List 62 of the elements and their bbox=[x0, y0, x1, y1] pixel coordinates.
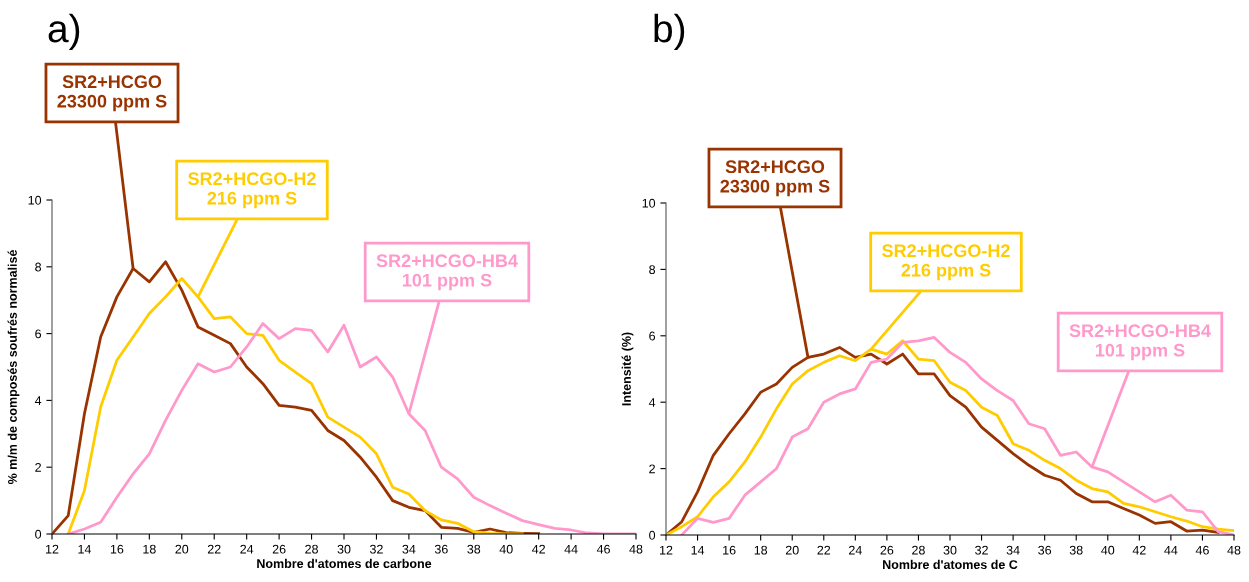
x-tick-label: 30 bbox=[943, 545, 957, 555]
chart-title: b) bbox=[654, 13, 685, 51]
x-tick-label: 20 bbox=[785, 545, 799, 555]
x-axis-title: Nombre d'atomes de carbone bbox=[257, 558, 432, 569]
y-tick-label: 6 bbox=[649, 331, 656, 341]
x-tick-label: 26 bbox=[272, 544, 286, 554]
x-tick-label: 14 bbox=[78, 544, 92, 554]
x-tick-label: 36 bbox=[1038, 545, 1052, 555]
y-tick-label: 8 bbox=[649, 265, 656, 275]
x-tick-label: 18 bbox=[143, 544, 156, 554]
x-tick-label: 32 bbox=[369, 544, 383, 554]
x-tick-label: 20 bbox=[175, 544, 189, 554]
y-tick-label: 4 bbox=[34, 396, 42, 405]
x-tick-label: 28 bbox=[912, 545, 925, 555]
x-tick-label: 22 bbox=[207, 544, 221, 554]
x-tick-label: 12 bbox=[660, 545, 673, 555]
x-tick-label: 46 bbox=[596, 544, 610, 554]
text: SR2+HCGO 23300 ppm S bbox=[57, 75, 167, 112]
x-tick-label: 38 bbox=[1069, 545, 1083, 555]
x-tick-label: 26 bbox=[880, 545, 894, 555]
x-tick-label: 30 bbox=[337, 544, 351, 554]
x-tick-label: 16 bbox=[110, 544, 124, 554]
x-tick-label: 32 bbox=[975, 545, 988, 555]
x-tick-label: 40 bbox=[499, 544, 513, 554]
x-tick-label: 46 bbox=[1195, 545, 1209, 555]
y-axis-title: % m/m de composés soufrés normalisé bbox=[7, 250, 20, 485]
x-tick-label: 12 bbox=[46, 544, 59, 554]
x-tick-label: 14 bbox=[691, 545, 705, 555]
x-tick-label: 44 bbox=[1164, 545, 1178, 555]
y-tick-label: 2 bbox=[649, 464, 655, 474]
x-tick-label: 24 bbox=[849, 545, 862, 555]
text: SR2+HCGO-HB4 101 ppm S bbox=[376, 254, 518, 291]
y-tick-label: 10 bbox=[28, 195, 42, 205]
x-tick-label: 42 bbox=[532, 544, 545, 554]
y-tick-label: 0 bbox=[649, 530, 656, 540]
x-tick-label: 38 bbox=[467, 544, 481, 554]
y-tick-label: 8 bbox=[35, 262, 42, 272]
x-tick-label: 28 bbox=[305, 544, 318, 554]
text: SR2+HCGO-HB4 101 ppm S bbox=[1069, 324, 1211, 361]
y-axis-title: Intensité (%) bbox=[621, 332, 634, 406]
x-tick-label: 44 bbox=[564, 544, 578, 554]
x-tick-label: 42 bbox=[1132, 545, 1146, 555]
y-tick-label: 2 bbox=[35, 463, 41, 472]
x-tick-label: 16 bbox=[723, 545, 736, 555]
x-tick-label: 40 bbox=[1101, 545, 1115, 555]
text: SR2+HCGO 23300 ppm S bbox=[720, 160, 830, 197]
x-tick-label: 24 bbox=[240, 544, 254, 554]
x-axis-title: Nombre d'atomes de C bbox=[883, 559, 1018, 570]
x-tick-label: 34 bbox=[402, 544, 416, 554]
text: SR2+HCGO-H2 216 ppm S bbox=[882, 244, 1010, 281]
x-tick-label: 18 bbox=[754, 545, 768, 555]
y-tick-label: 0 bbox=[35, 529, 42, 539]
x-tick-label: 22 bbox=[817, 545, 831, 555]
chart-title: a) bbox=[48, 13, 80, 51]
y-tick-label: 10 bbox=[642, 198, 656, 208]
x-tick-label: 34 bbox=[1006, 545, 1020, 555]
y-tick-label: 4 bbox=[648, 398, 656, 407]
y-tick-label: 6 bbox=[35, 329, 42, 339]
x-tick-label: 48 bbox=[1227, 545, 1241, 555]
x-tick-label: 36 bbox=[434, 544, 448, 554]
text: SR2+HCGO-H2 216 ppm S bbox=[188, 172, 316, 209]
x-tick-label: 48 bbox=[629, 544, 643, 554]
